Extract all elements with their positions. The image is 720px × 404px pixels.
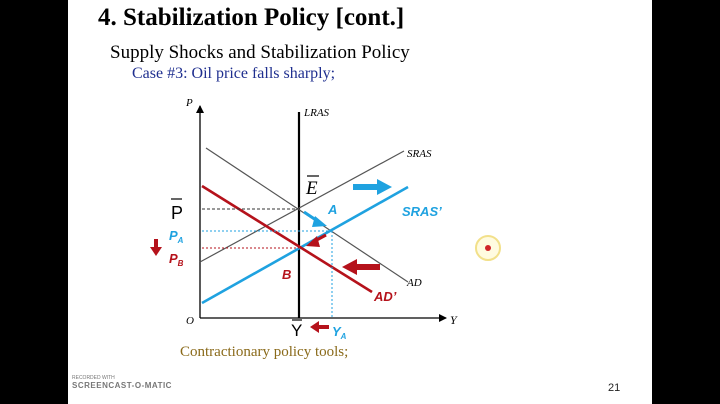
p-bar-label: P <box>171 198 183 223</box>
e-to-a-arrow <box>303 210 327 227</box>
cursor-highlight-icon <box>475 235 501 261</box>
pb-label: PB <box>169 251 184 268</box>
svg-text:Y: Y <box>291 321 302 340</box>
case-text: Case #3: Oil price falls sharply; <box>132 65 336 82</box>
sras-line <box>199 150 405 263</box>
axis-x-label: Y <box>450 313 458 327</box>
watermark: RECORDED WITH SCREENCAST-O-MATIC <box>72 375 172 390</box>
lras-label: LRAS <box>303 107 330 119</box>
ya-label: YA <box>332 324 347 341</box>
svg-text:YA: YA <box>332 324 347 341</box>
y-bar-label: Y <box>291 319 302 340</box>
sras-new-line <box>201 185 409 305</box>
sras-label: SRAS <box>407 148 432 160</box>
slide-title: 4. Stabilization Policy [cont.] <box>98 4 405 31</box>
watermark-line2: SCREENCAST-O-MATIC <box>72 380 172 390</box>
a-to-b-arrow <box>306 233 327 247</box>
ad-shift-arrow <box>342 259 380 275</box>
ad-new-label: AD’ <box>373 289 397 304</box>
ad-label: AD <box>406 277 422 289</box>
policy-tools-text: Contractionary policy tools; <box>180 344 349 360</box>
svg-text:PB: PB <box>169 251 184 268</box>
svg-text:PA: PA <box>169 228 184 245</box>
ad-new-line <box>201 184 373 294</box>
slide-subtitle: Supply Shocks and Stabilization Policy <box>110 42 410 63</box>
sras-new-label: SRAS’ <box>402 204 442 219</box>
point-e-label: E <box>305 175 319 199</box>
origin-label: O <box>186 315 194 327</box>
svg-text:P: P <box>171 203 183 223</box>
watermark-line1: RECORDED WITH <box>72 375 115 381</box>
y-decrease-arrow <box>310 321 329 333</box>
page-number: 21 <box>608 382 621 394</box>
sras-shift-arrow <box>353 179 392 195</box>
svg-text:E: E <box>305 178 318 199</box>
pa-label: PA <box>169 228 184 245</box>
point-b-label: B <box>282 267 291 282</box>
axis-y-label: P <box>185 97 193 109</box>
slide: 4. Stabilization Policy [cont.] Supply S… <box>68 0 652 404</box>
point-a-label: A <box>327 202 337 217</box>
p-decrease-arrow <box>150 239 162 256</box>
ad-as-diagram: P Y O LRAS SRAS SRAS’ AD AD’ E A B P PA … <box>150 97 501 341</box>
